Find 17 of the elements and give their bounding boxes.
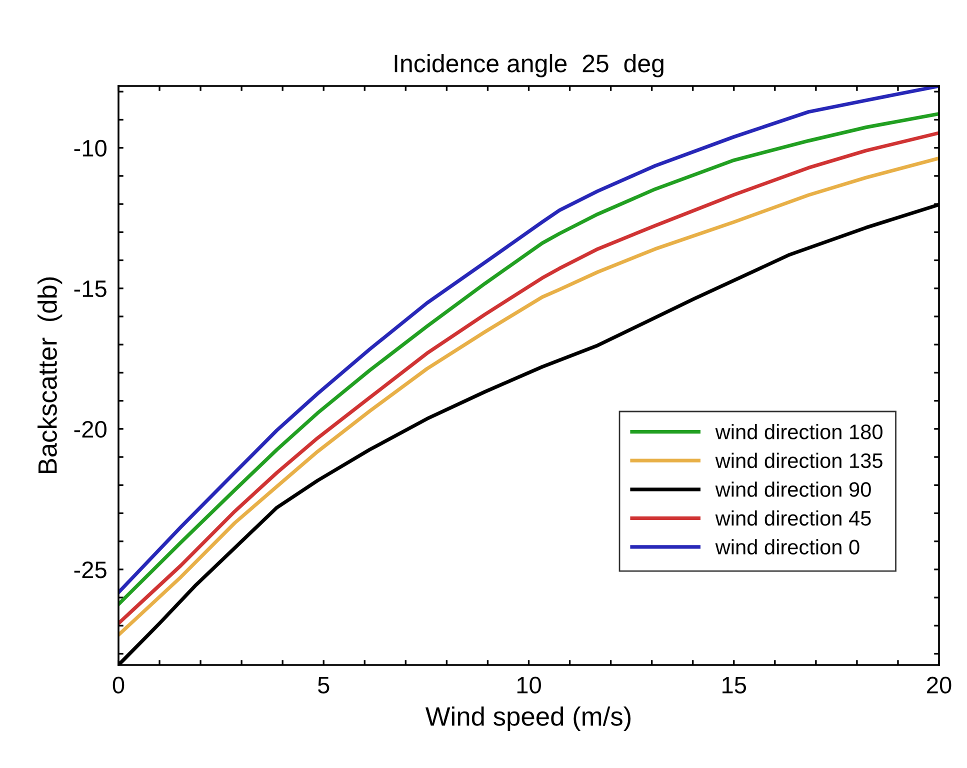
legend-label: wind direction 180	[715, 424, 882, 440]
y-tick-label: -15	[74, 280, 106, 298]
y-tick-label: -25	[74, 562, 106, 578]
y-tick-label: -10	[74, 140, 106, 157]
legend-label: wind direction 0	[715, 539, 860, 554]
legend-label: wind direction 135	[715, 452, 882, 468]
y-tick-label: -20	[74, 420, 106, 438]
legend-label: wind direction 90	[715, 482, 871, 497]
x-tick-label: 5	[318, 676, 330, 694]
x-tick-label: 10	[517, 676, 541, 694]
y-axis-title: Backscatter (db)	[38, 277, 62, 474]
x-axis-title: Wind speed (m/s)	[425, 706, 630, 732]
x-tick-label: 15	[722, 676, 746, 694]
legend-label: wind direction 45	[715, 510, 871, 526]
x-tick-label: 0	[112, 676, 124, 694]
x-tick-label: 20	[927, 676, 952, 694]
chart-title: Incidence angle 25 deg	[394, 54, 664, 78]
